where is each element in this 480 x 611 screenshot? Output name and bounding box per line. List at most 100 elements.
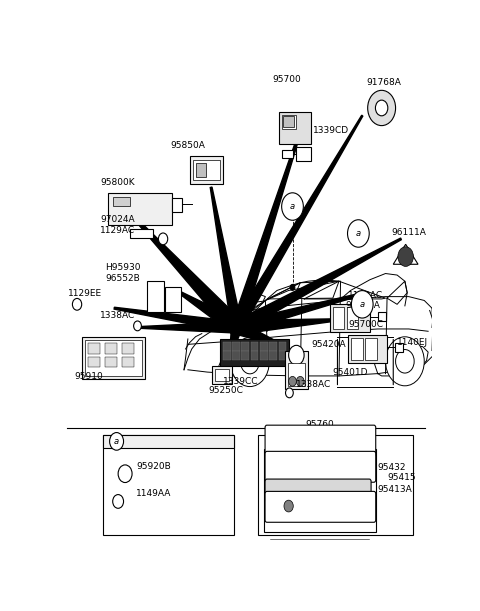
Text: 95800K: 95800K xyxy=(100,178,135,188)
Text: 1149AA: 1149AA xyxy=(136,489,171,499)
Bar xyxy=(395,343,403,352)
Bar xyxy=(105,357,117,367)
Bar xyxy=(172,198,182,212)
Bar xyxy=(82,337,145,379)
Bar xyxy=(241,351,249,360)
Text: 95420A: 95420A xyxy=(312,340,347,349)
Text: 97024A: 97024A xyxy=(100,215,135,224)
Bar xyxy=(296,147,311,161)
Text: 1339CC: 1339CC xyxy=(223,377,258,386)
Bar xyxy=(348,335,387,363)
Circle shape xyxy=(133,321,142,331)
Text: 95850A: 95850A xyxy=(170,141,205,150)
Bar xyxy=(260,351,268,360)
Bar xyxy=(285,351,308,389)
Circle shape xyxy=(230,337,269,387)
Bar xyxy=(212,366,232,384)
Polygon shape xyxy=(142,322,237,333)
Bar xyxy=(258,435,413,535)
Bar xyxy=(232,351,240,360)
Text: 95925M: 95925M xyxy=(232,324,268,334)
Circle shape xyxy=(113,494,123,508)
Circle shape xyxy=(109,433,123,450)
Bar xyxy=(264,449,376,532)
Text: 95413A: 95413A xyxy=(378,485,412,494)
Polygon shape xyxy=(236,292,366,333)
Bar xyxy=(278,342,286,351)
Circle shape xyxy=(296,376,304,386)
Text: 96552B: 96552B xyxy=(105,274,140,283)
Polygon shape xyxy=(210,187,242,329)
Polygon shape xyxy=(137,220,241,334)
FancyBboxPatch shape xyxy=(265,452,376,482)
Circle shape xyxy=(118,465,132,483)
Bar xyxy=(147,281,164,312)
Circle shape xyxy=(398,247,413,266)
Bar xyxy=(196,163,206,177)
Bar xyxy=(269,342,277,351)
Bar xyxy=(130,229,153,238)
Bar xyxy=(85,340,142,376)
Text: 95500A: 95500A xyxy=(345,301,380,310)
Circle shape xyxy=(396,349,414,373)
Bar xyxy=(193,159,220,180)
Polygon shape xyxy=(114,307,237,333)
Bar xyxy=(251,351,258,360)
Bar xyxy=(278,112,311,144)
Polygon shape xyxy=(229,326,242,354)
Bar xyxy=(333,307,345,329)
Bar xyxy=(347,307,359,329)
Bar xyxy=(378,312,385,321)
Text: 95700C: 95700C xyxy=(348,320,384,329)
Bar xyxy=(88,357,100,367)
Text: 95760: 95760 xyxy=(305,420,334,429)
Bar xyxy=(251,342,258,351)
Circle shape xyxy=(238,318,243,324)
Text: 95432: 95432 xyxy=(378,463,406,472)
Circle shape xyxy=(375,100,388,116)
Circle shape xyxy=(348,220,369,247)
Bar xyxy=(190,156,223,184)
Text: 95415: 95415 xyxy=(388,473,417,482)
Text: 1129AC: 1129AC xyxy=(100,226,135,235)
Bar xyxy=(365,338,377,360)
Circle shape xyxy=(286,388,293,398)
Bar xyxy=(220,339,289,366)
Circle shape xyxy=(290,285,295,290)
Polygon shape xyxy=(236,319,339,334)
Circle shape xyxy=(288,345,304,365)
FancyBboxPatch shape xyxy=(265,479,371,500)
Bar xyxy=(241,342,249,351)
Circle shape xyxy=(282,193,303,220)
Text: a: a xyxy=(114,437,119,446)
Circle shape xyxy=(232,316,237,323)
Polygon shape xyxy=(232,131,301,330)
Text: 95250C: 95250C xyxy=(209,386,244,395)
Bar xyxy=(103,435,234,447)
Bar xyxy=(278,351,286,360)
Bar xyxy=(108,192,172,225)
Polygon shape xyxy=(393,244,418,265)
Text: H95930: H95930 xyxy=(105,263,141,272)
Text: 91768A: 91768A xyxy=(366,78,401,87)
FancyBboxPatch shape xyxy=(265,425,376,456)
Polygon shape xyxy=(235,238,401,333)
Bar xyxy=(260,342,268,351)
Circle shape xyxy=(233,323,240,332)
Text: 1123AC: 1123AC xyxy=(348,291,384,300)
Text: a: a xyxy=(290,202,295,211)
Bar xyxy=(88,343,100,354)
Text: 1338AC: 1338AC xyxy=(296,380,331,389)
Bar xyxy=(166,287,181,312)
Bar xyxy=(232,342,240,351)
Text: 95910: 95910 xyxy=(74,372,103,381)
Bar xyxy=(122,357,134,367)
Text: a: a xyxy=(356,229,361,238)
Text: 96111A: 96111A xyxy=(392,227,427,236)
Circle shape xyxy=(368,90,396,126)
Text: 1140EJ: 1140EJ xyxy=(397,338,428,348)
Circle shape xyxy=(288,376,296,386)
Text: 95401D: 95401D xyxy=(333,368,368,378)
Circle shape xyxy=(385,337,424,386)
Text: 1339CD: 1339CD xyxy=(312,126,349,135)
